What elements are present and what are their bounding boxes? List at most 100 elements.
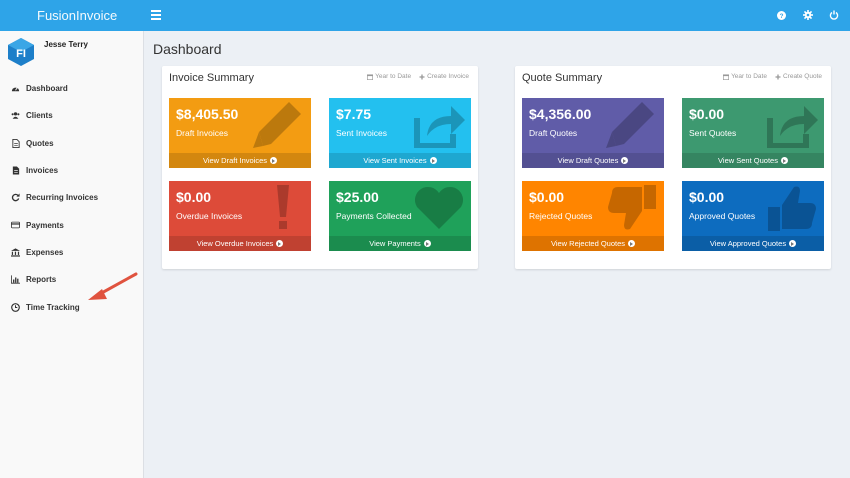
- sidebar-item-label: Invoices: [26, 166, 59, 176]
- sidebar-item-clients[interactable]: Clients: [0, 102, 144, 129]
- sidebar-item-label: Quotes: [26, 138, 54, 148]
- tile-label: Payments Collected: [336, 211, 412, 221]
- view-draft-invoices-link[interactable]: View Draft Invoices: [169, 153, 311, 168]
- sidebar-item-dashboard[interactable]: Dashboard: [0, 75, 144, 102]
- sidebar-item-expenses[interactable]: Expenses: [0, 239, 144, 266]
- view-draft-quotes-link[interactable]: View Draft Quotes: [522, 153, 664, 168]
- create-quote-link[interactable]: Create Quote: [775, 73, 822, 80]
- tile-value: $7.75: [336, 106, 372, 122]
- quote-summary-title: Quote Summary: [522, 72, 603, 84]
- create-quote-label: Create Quote: [782, 73, 822, 80]
- sidebar-item-label: Clients: [26, 111, 53, 121]
- tile-label: Approved Quotes: [689, 211, 756, 221]
- tile-footer-label: View Sent Quotes: [718, 156, 778, 165]
- tile-label: Overdue Invoices: [176, 211, 243, 221]
- tile-payments-collected: $25.00 Payments Collected View Payments: [329, 181, 471, 251]
- tile-value: $25.00: [336, 189, 379, 205]
- svg-text:FI: FI: [16, 48, 26, 60]
- quote-period-label: Year to Date: [731, 73, 767, 80]
- bar-chart-icon: [11, 275, 20, 284]
- invoice-summary-title: Invoice Summary: [169, 72, 254, 84]
- sidebar-item-payments[interactable]: Payments: [0, 211, 144, 238]
- tile-draft-invoices: $8,405.50 Draft Invoices View Draft Invo…: [169, 98, 311, 168]
- tile-footer-label: View Overdue Invoices: [196, 239, 274, 248]
- view-rejected-quotes-link[interactable]: View Rejected Quotes: [522, 236, 664, 251]
- invoice-summary-links: Year to Date Create Invoice: [367, 73, 469, 80]
- pencil-icon: [606, 102, 654, 148]
- quote-summary-panel: Quote Summary Year to Date Create Quote …: [515, 66, 831, 269]
- share-icon: [414, 106, 465, 148]
- tile-footer-label: View Sent Invoices: [363, 156, 427, 165]
- tile-value: $0.00: [689, 106, 725, 122]
- sidebar-item-time-tracking[interactable]: Time Tracking: [0, 293, 144, 320]
- view-payments-link[interactable]: View Payments: [329, 236, 471, 251]
- exclamation-icon: [277, 185, 289, 229]
- tile-value: $4,356.00: [529, 106, 592, 122]
- view-approved-quotes-link[interactable]: View Approved Quotes: [682, 236, 824, 251]
- user-panel[interactable]: FI Jesse Terry: [6, 37, 141, 69]
- arrow-circle-right-icon: [270, 157, 278, 164]
- gear-icon[interactable]: [801, 8, 814, 22]
- dashboard-icon: [11, 84, 20, 93]
- tile-sent-invoices: $7.75 Sent Invoices View Sent Invoices: [329, 98, 471, 168]
- arrow-circle-right-icon: [276, 240, 284, 247]
- tile-draft-quotes: $4,356.00 Draft Quotes View Draft Quotes: [522, 98, 664, 168]
- tile-value: $0.00: [529, 189, 565, 205]
- plus-icon: [775, 74, 781, 79]
- tile-footer-label: View Payments: [369, 239, 421, 248]
- calendar-icon: [723, 73, 730, 80]
- arrow-circle-right-icon: [423, 240, 431, 247]
- arrow-circle-right-icon: [429, 157, 437, 164]
- invoice-year-to-date-link[interactable]: Year to Date: [367, 73, 411, 80]
- sidebar-item-reports[interactable]: Reports: [0, 266, 144, 293]
- sidebar-item-invoices[interactable]: Invoices: [0, 157, 144, 184]
- arrow-circle-right-icon: [789, 240, 797, 247]
- sidebar-item-label: Reports: [26, 275, 57, 285]
- sidebar-item-recurring-invoices[interactable]: Recurring Invoices: [0, 184, 144, 211]
- view-overdue-invoices-link[interactable]: View Overdue Invoices: [169, 236, 311, 251]
- tile-footer-label: View Draft Invoices: [202, 156, 268, 165]
- tile-footer-label: View Rejected Quotes: [550, 239, 626, 248]
- tile-label: Draft Invoices: [176, 128, 228, 138]
- sidebar-item-label: Recurring Invoices: [26, 193, 99, 203]
- invoice-period-label: Year to Date: [375, 73, 412, 80]
- thumbs-down-icon: [608, 185, 656, 230]
- bank-icon: [11, 248, 20, 257]
- file-text-icon: [11, 166, 20, 175]
- menu-toggle-icon[interactable]: [151, 8, 163, 22]
- tile-approved-quotes: $0.00 Approved Quotes View Approved Quot…: [682, 181, 824, 251]
- sidebar-item-quotes[interactable]: Quotes: [0, 130, 144, 157]
- app-brand[interactable]: FusionInvoice: [37, 8, 118, 23]
- clock-icon: [11, 302, 20, 312]
- tile-footer-label: View Approved Quotes: [709, 239, 787, 248]
- avatar: FI: [8, 38, 34, 66]
- tile-rejected-quotes: $0.00 Rejected Quotes View Rejected Quot…: [522, 181, 664, 251]
- view-sent-invoices-link[interactable]: View Sent Invoices: [329, 153, 471, 168]
- sidebar-item-label: Dashboard: [26, 84, 68, 94]
- top-navbar: FusionInvoice ?: [0, 0, 850, 31]
- quote-summary-links: Year to Date Create Quote: [723, 73, 822, 80]
- sidebar-nav: Dashboard Clients Quotes Invoices Recurr…: [0, 75, 144, 321]
- power-icon[interactable]: [827, 8, 840, 22]
- create-invoice-label: Create Invoice: [427, 73, 469, 80]
- annotation-arrow-icon: [88, 272, 138, 300]
- top-icon-group: ?: [775, 8, 840, 22]
- view-sent-quotes-link[interactable]: View Sent Quotes: [682, 153, 824, 168]
- create-invoice-link[interactable]: Create Invoice: [419, 73, 469, 80]
- user-name: Jesse Terry: [44, 40, 88, 49]
- page-title: Dashboard: [153, 41, 222, 57]
- help-icon[interactable]: ?: [775, 8, 788, 22]
- tile-label: Rejected Quotes: [529, 211, 593, 221]
- tile-label: Sent Quotes: [689, 128, 737, 138]
- tile-value: $8,405.50: [176, 106, 239, 122]
- calendar-icon: [367, 73, 374, 80]
- sidebar-item-label: Time Tracking: [26, 302, 80, 312]
- users-icon: [11, 111, 20, 120]
- sidebar: FI Jesse Terry Dashboard Clients Quotes …: [0, 31, 144, 478]
- quote-year-to-date-link[interactable]: Year to Date: [723, 73, 767, 80]
- invoice-summary-panel: Invoice Summary Year to Date Create Invo…: [162, 66, 478, 269]
- sidebar-item-label: Expenses: [26, 247, 64, 257]
- tile-sent-quotes: $0.00 Sent Quotes View Sent Quotes: [682, 98, 824, 168]
- tile-label: Draft Quotes: [529, 128, 578, 138]
- refresh-icon: [11, 193, 20, 202]
